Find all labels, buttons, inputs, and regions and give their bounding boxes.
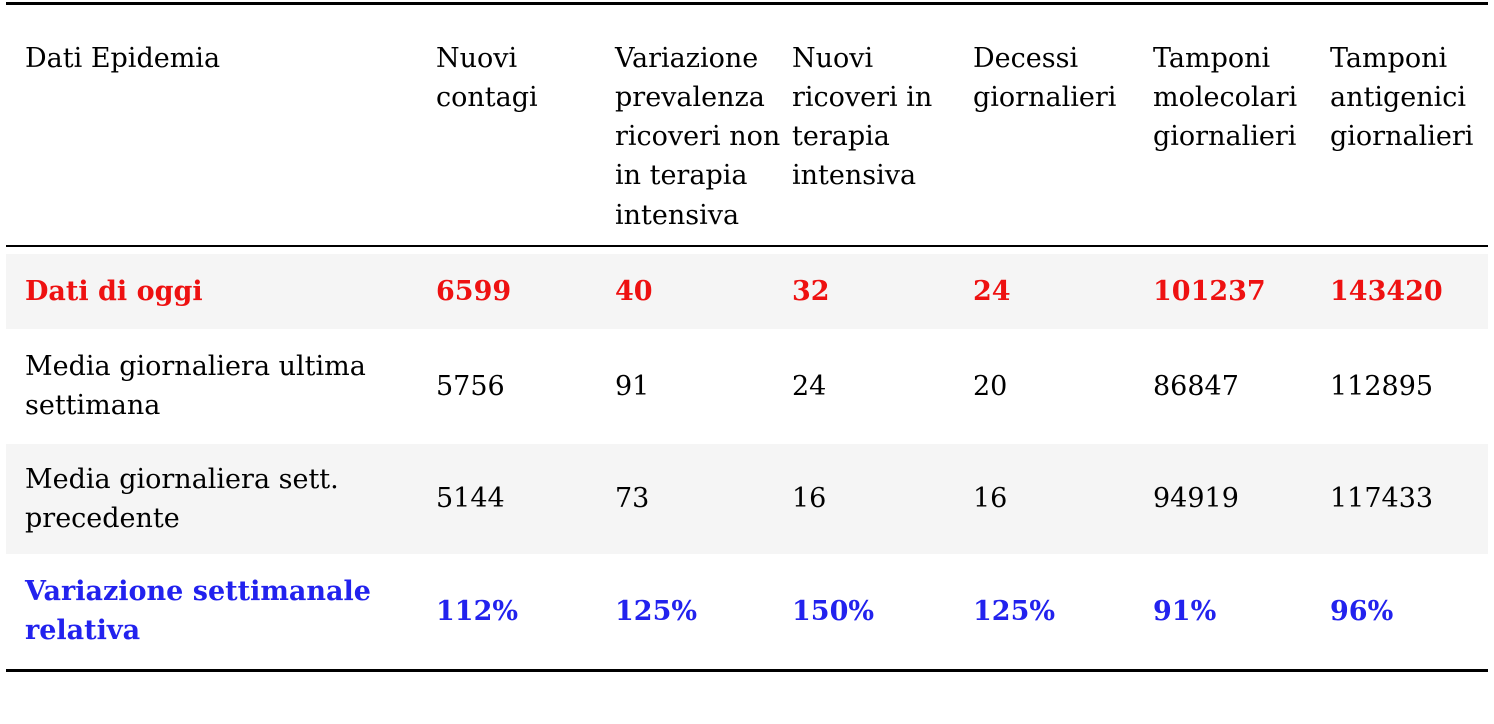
data-cell: 112895 [1330, 370, 1434, 402]
data-cell: 86847 [1153, 370, 1239, 402]
row-label: Media giornaliera sett. precedente [25, 463, 339, 534]
table-row-media-ultima-settimana: Media giornaliera ultima settimana 5756 … [6, 328, 1488, 444]
data-cell: 94919 [1153, 483, 1239, 515]
data-cell: 5756 [436, 370, 505, 402]
table-row-media-sett-precedente: Media giornaliera sett. precedente 5144 … [6, 443, 1488, 554]
data-cell: 96% [1330, 595, 1394, 627]
epidemic-table: Dati Epidemia Nuovi contagi Variazione p… [6, 2, 1488, 672]
header-decessi-giornalieri: Decessi giornalieri [973, 5, 1153, 247]
data-cell: 143420 [1330, 246, 1488, 329]
data-cell: 112% [436, 595, 519, 627]
header-row: Dati Epidemia Nuovi contagi Variazione p… [6, 5, 1488, 247]
data-cell: 125% [973, 595, 1056, 627]
data-cell: 5144 [436, 483, 505, 515]
table-row-dati-di-oggi: Dati di oggi 6599 40 32 24 101237 143420 [6, 246, 1488, 329]
epidemic-data-table: Dati Epidemia Nuovi contagi Variazione p… [6, 2, 1488, 672]
data-cell: 16 [973, 483, 1008, 515]
data-cell: 20 [973, 370, 1008, 402]
data-cell: 101237 [1153, 246, 1330, 329]
data-cell: 16 [792, 483, 827, 515]
header-tamponi-molecolari: Tamponi molecolari giornalieri [1153, 5, 1330, 247]
data-cell: 73 [615, 483, 650, 515]
data-cell: 24 [973, 246, 1153, 329]
data-cell: 125% [615, 595, 698, 627]
data-cell: 91 [615, 370, 650, 402]
row-label: Dati di oggi [6, 246, 436, 329]
header-nuovi-ricoveri-terapia-intensiva: Nuovi ricoveri in terapia intensiva [792, 5, 973, 247]
data-cell: 24 [792, 370, 827, 402]
header-variazione-prevalenza-ricoveri: Variazione prevalenza ricoveri non in te… [615, 5, 792, 247]
row-label: Variazione settimanale relativa [25, 576, 371, 647]
data-cell: 117433 [1330, 483, 1434, 515]
header-dati-epidemia: Dati Epidemia [6, 5, 436, 247]
table-row-variazione-settimanale: Variazione settimanale relativa 112% 125… [6, 553, 1488, 669]
data-cell: 40 [615, 246, 792, 329]
header-tamponi-antigenici: Tamponi antigenici giornalieri [1330, 5, 1488, 247]
data-cell: 32 [792, 246, 973, 329]
header-nuovi-contagi: Nuovi contagi [436, 5, 615, 247]
data-cell: 91% [1153, 595, 1217, 627]
data-cell: 6599 [436, 246, 615, 329]
row-label: Media giornaliera ultima settimana [25, 351, 366, 422]
data-cell: 150% [792, 595, 875, 627]
